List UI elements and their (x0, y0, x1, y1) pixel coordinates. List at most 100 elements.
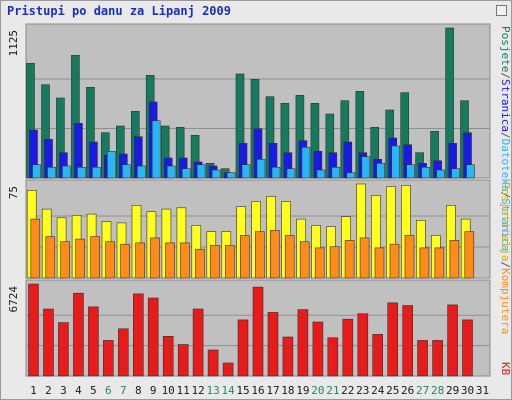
bar-visits-datoteka-25 (391, 145, 401, 179)
bar-visits-datoteka-28 (436, 169, 445, 179)
legend-visits-item-4: Datoteka (499, 139, 512, 192)
bar-traffic-kb-12 (192, 308, 204, 377)
bar-traffic-kb-17 (267, 312, 279, 377)
day-label-22: 22 (341, 384, 354, 397)
bar-traffic-kb-23 (357, 313, 369, 377)
bar-kb-kompjutera-22 (344, 240, 355, 279)
bar-kb-kompjutera-6 (105, 241, 115, 279)
bar-visits-datoteka-8 (137, 165, 146, 179)
day-label-9: 9 (150, 384, 157, 397)
day-label-20: 20 (311, 384, 324, 397)
bar-visits-datoteka-4 (77, 167, 86, 179)
bar-kb-kompjutera-28 (434, 247, 445, 279)
day-label-28: 28 (431, 384, 444, 397)
bar-kb-kompjutera-7 (120, 243, 130, 279)
legend-kb: Posjetitelja/Kompjutera (499, 182, 512, 334)
bar-kb-kompjutera-20 (314, 247, 325, 279)
bar-kb-kompjutera-25 (389, 243, 400, 279)
bar-visits-datoteka-3 (62, 165, 71, 179)
bar-visits-datoteka-13 (211, 169, 221, 179)
bar-traffic-kb-1 (28, 283, 39, 377)
bar-kb-kompjutera-29 (449, 240, 460, 279)
legend-visits-item-1: / (499, 72, 512, 79)
legend-traffic-item-0: KB (499, 362, 512, 376)
bar-traffic-kb-2 (43, 308, 54, 377)
bar-kb-kompjutera-4 (75, 238, 85, 279)
bar-visits-datoteka-18 (286, 168, 296, 179)
bar-visits-datoteka-19 (301, 147, 311, 179)
day-label-6: 6 (105, 384, 112, 397)
chart-title: Pristupi po danu za Lipanj 2009 (7, 4, 231, 18)
day-label-31: 31 (476, 384, 489, 397)
bar-kb-kompjutera-27 (419, 247, 430, 279)
bar-kb-kompjutera-19 (299, 241, 310, 279)
bar-visits-datoteka-27 (421, 167, 430, 179)
legend-visits-item-3: / (499, 132, 512, 139)
panel-traffic: 6724 (7, 279, 491, 377)
bar-kb-kompjutera-11 (180, 242, 190, 279)
bar-traffic-kb-19 (297, 309, 309, 377)
bar-traffic-kb-3 (58, 322, 69, 377)
bar-kb-kompjutera-26 (404, 235, 415, 279)
bar-visits-datoteka-14 (226, 172, 236, 179)
bar-visits-datoteka-2 (47, 167, 56, 179)
bar-visits-datoteka-6 (107, 151, 116, 179)
y-tick-label: 6724 (7, 286, 20, 313)
bar-traffic-kb-26 (402, 305, 414, 377)
day-label-25: 25 (386, 384, 399, 397)
day-label-27: 27 (416, 384, 429, 397)
bar-kb-kompjutera-17 (269, 230, 280, 279)
bar-kb-kompjutera-9 (150, 237, 160, 279)
bar-traffic-kb-29 (447, 304, 458, 377)
y-tick-label: 75 (7, 186, 20, 199)
bar-traffic-kb-13 (207, 349, 219, 377)
legend-visits-item-2: Stranica (499, 79, 512, 132)
bar-traffic-kb-22 (342, 318, 354, 377)
close-icon[interactable] (496, 5, 507, 16)
bar-visits-datoteka-12 (196, 164, 206, 179)
day-label-18: 18 (281, 384, 294, 397)
bar-traffic-kb-30 (462, 319, 473, 377)
bar-visits-datoteka-7 (122, 164, 131, 179)
bar-kb-kompjutera-14 (225, 245, 235, 279)
bar-kb-kompjutera-12 (195, 248, 205, 279)
day-label-7: 7 (120, 384, 127, 397)
bar-kb-kompjutera-30 (464, 231, 475, 279)
bar-traffic-kb-10 (162, 335, 174, 377)
bar-kb-kompjutera-15 (240, 235, 250, 279)
bar-traffic-kb-16 (252, 286, 264, 377)
bar-traffic-kb-9 (147, 297, 159, 377)
legend-visits: Posjete/Stranica/Datoteka/Stranica (499, 26, 512, 251)
bar-visits-datoteka-30 (466, 164, 475, 179)
day-label-23: 23 (356, 384, 369, 397)
legend-kb-item-1: / (499, 261, 512, 268)
bar-visits-datoteka-29 (451, 168, 460, 179)
day-label-1: 1 (30, 384, 37, 397)
bar-visits-datoteka-1 (32, 164, 41, 179)
bar-traffic-kb-27 (417, 340, 428, 377)
bar-visits-datoteka-24 (376, 163, 386, 179)
day-label-24: 24 (371, 384, 385, 397)
bar-visits-datoteka-16 (256, 159, 266, 179)
bar-traffic-kb-21 (327, 337, 339, 377)
bar-traffic-kb-24 (372, 333, 384, 377)
bar-visits-datoteka-22 (346, 172, 356, 179)
legend-traffic: KB (499, 362, 512, 376)
day-label-21: 21 (326, 384, 339, 397)
day-label-10: 10 (162, 384, 175, 397)
legend-kb-item-0: Posjetitelja (499, 182, 512, 261)
bar-kb-kompjutera-21 (329, 246, 340, 279)
day-label-29: 29 (446, 384, 459, 397)
panel-kb: 75 (7, 179, 491, 279)
bar-visits-datoteka-20 (316, 169, 326, 179)
y-tick-label: 1125 (7, 30, 20, 57)
legend-visits-item-6: Stranica (499, 198, 512, 251)
bar-traffic-kb-15 (237, 319, 249, 377)
bar-traffic-kb-11 (177, 344, 189, 377)
bar-visits-datoteka-11 (181, 168, 191, 179)
panel-visits: 1125 (7, 23, 491, 179)
bar-kb-kompjutera-10 (165, 242, 175, 279)
bar-kb-kompjutera-16 (255, 231, 265, 279)
day-label-4: 4 (75, 384, 82, 397)
day-label-15: 15 (236, 384, 249, 397)
